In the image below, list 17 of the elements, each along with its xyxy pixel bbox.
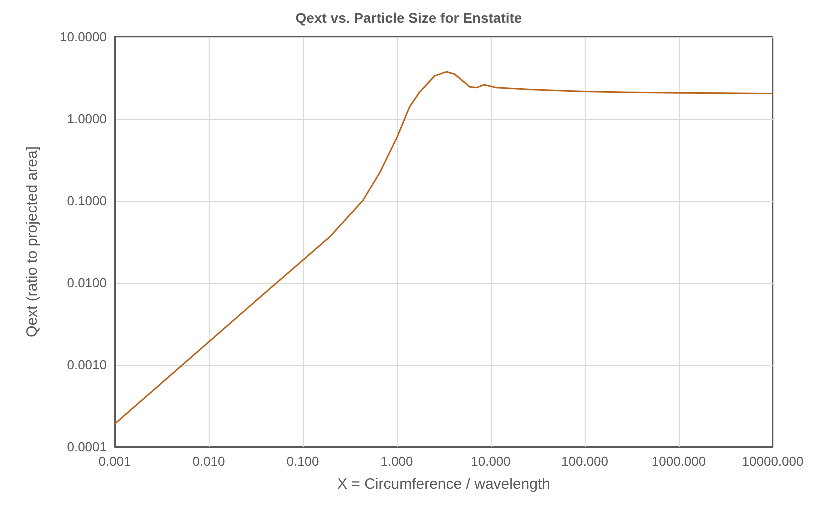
x-tick-label: 0.010 (192, 454, 226, 469)
y-tick-label: 0.0100 (67, 276, 107, 290)
y-axis-title: Qext (ratio to projected area] (24, 146, 41, 338)
y-tick-label: 10.0000 (60, 30, 107, 44)
y-tick-label: 1.0000 (67, 112, 107, 126)
y-tick-label: 0.0010 (67, 358, 107, 372)
x-tick-label: 10000.000 (742, 454, 804, 469)
chart-title: Qext vs. Particle Size for Enstatite (296, 10, 522, 26)
x-tick-label: 10.000 (471, 454, 511, 469)
x-tick-label: 1000.000 (652, 454, 706, 469)
y-tick-label: 0.1000 (67, 194, 107, 208)
y-tick-label: 0.0001 (67, 440, 107, 454)
x-axis-title: X = Circumference / wavelength (337, 476, 551, 493)
x-tick-label: 0.001 (98, 454, 132, 469)
x-tick-label: 100.000 (562, 454, 608, 469)
x-tick-label: 0.100 (286, 454, 320, 469)
x-tick-label: 1.000 (380, 454, 414, 469)
